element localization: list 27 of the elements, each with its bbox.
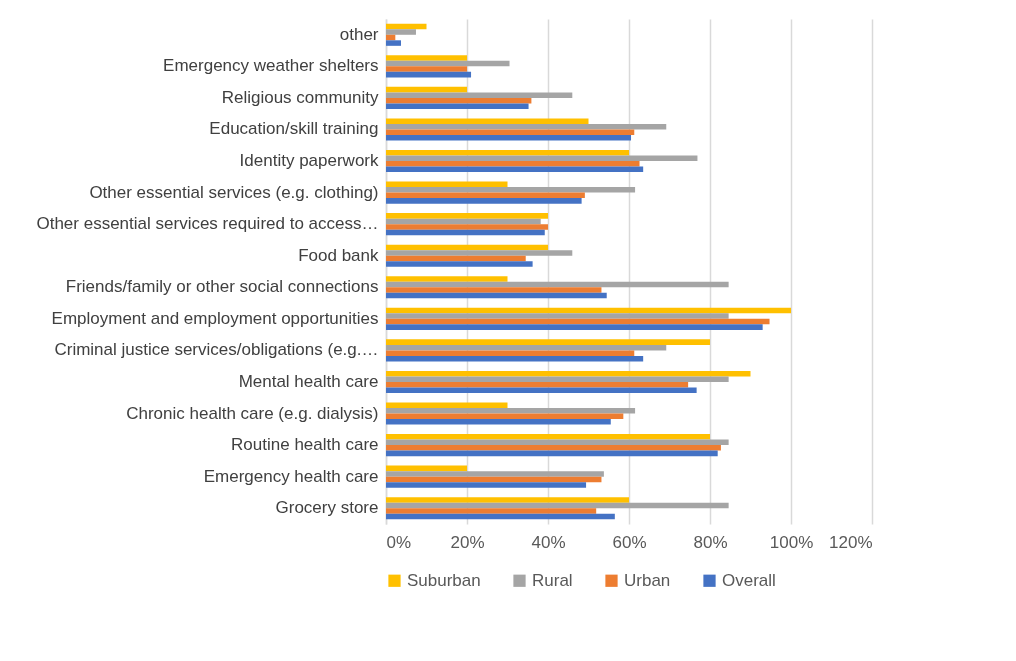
- y-tick-label: Grocery store: [275, 498, 379, 518]
- x-tick-label: 0%: [386, 532, 412, 552]
- legend-label: Urban: [624, 570, 671, 590]
- x-tick-label: 80%: [693, 532, 728, 552]
- y-tick-label: Identity paperwork: [239, 151, 379, 171]
- y-tick-label: Education/skill training: [209, 119, 379, 139]
- y-tick-label: Friends/family or other social connections: [65, 277, 379, 297]
- legend-label: Suburban: [407, 570, 481, 590]
- y-tick-label: Chronic health care (e.g. dialysis): [126, 403, 379, 423]
- y-tick-label: Emergency weather shelters: [163, 56, 379, 76]
- x-tick-label: 60%: [612, 532, 647, 552]
- legend-label: Rural: [532, 570, 573, 590]
- y-tick-label: other: [339, 24, 379, 44]
- x-tick-label: 120%: [829, 532, 873, 552]
- y-tick-label: Emergency health care: [203, 466, 379, 486]
- y-tick-label: Employment and employment opportunities: [51, 308, 379, 328]
- y-tick-label: Religious community: [221, 87, 379, 107]
- y-tick-label: Mental health care: [238, 371, 379, 391]
- y-tick-label: Criminal justice services/obligations (e.g.…: [54, 340, 379, 360]
- legend-label: Overall: [722, 570, 776, 590]
- y-tick-label: Other essential services (e.g. clothing): [89, 182, 379, 202]
- y-tick-label: Routine health care: [231, 435, 379, 455]
- x-tick-label: 100%: [769, 532, 814, 552]
- x-tick-label: 20%: [450, 532, 485, 552]
- y-tick-label: Other essential services required to access…: [36, 214, 379, 234]
- x-tick-label: 40%: [531, 532, 566, 552]
- y-tick-label: Food bank: [298, 245, 379, 265]
